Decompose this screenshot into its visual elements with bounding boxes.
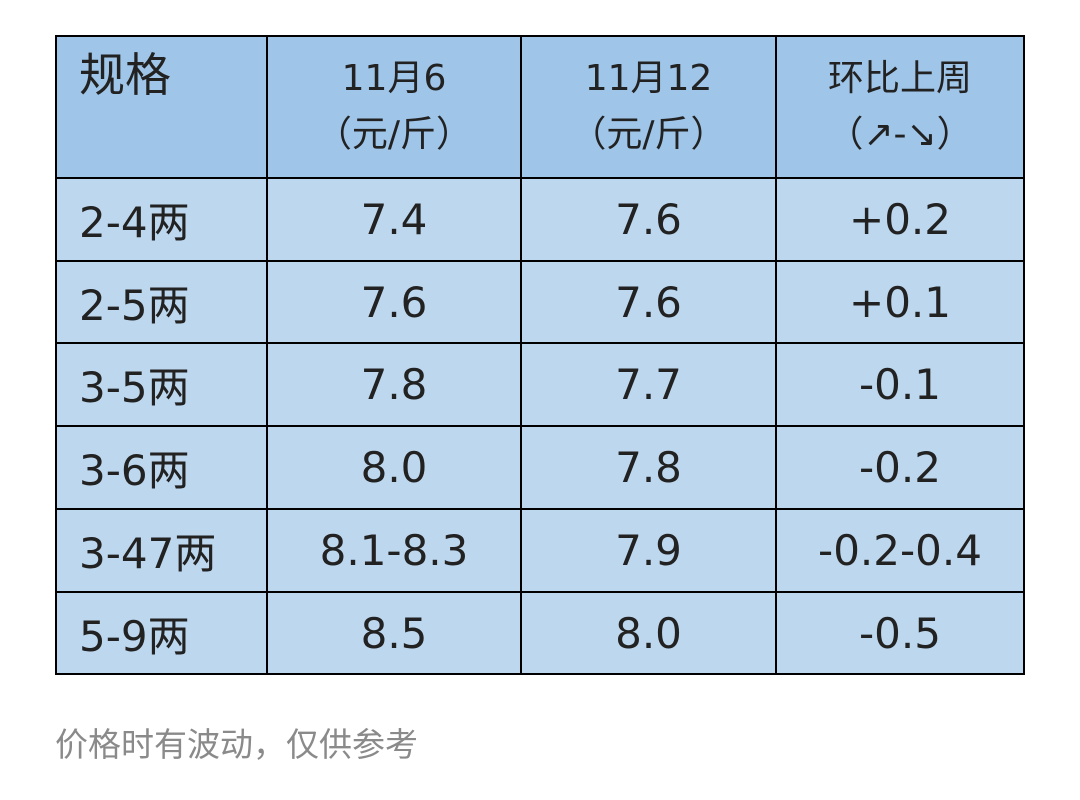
- cell-text: 8.0: [615, 608, 682, 658]
- table-cell: -0.2: [777, 427, 1023, 510]
- cell-text: -0.5: [859, 608, 941, 658]
- cell-text: 2-5两: [79, 280, 190, 330]
- header-text: 规格: [79, 48, 171, 102]
- cell-text: +0.1: [849, 277, 951, 327]
- cell-text: 3-47两: [79, 529, 217, 578]
- header-text: 11月6: [341, 58, 447, 99]
- table-cell: +0.1: [777, 262, 1023, 344]
- cell-text: 8.1-8.3: [319, 526, 469, 575]
- table-cell: 3-5两: [57, 344, 268, 427]
- cell-text: 3-6两: [79, 446, 190, 495]
- header-cell: 规格: [57, 37, 268, 179]
- table-cell: 7.7: [522, 344, 777, 427]
- cell-text: 7.7: [615, 360, 682, 409]
- cell-text: 7.6: [615, 277, 682, 327]
- footer-note: 价格时有波动，仅供参考: [55, 725, 418, 764]
- cell-text: 7.6: [360, 277, 428, 327]
- cell-text: 5-9两: [79, 611, 190, 661]
- table-cell: 8.0: [268, 427, 522, 510]
- header-cell: 11月12 （元/斤）: [522, 37, 777, 179]
- cell-text: -0.2: [859, 443, 941, 492]
- table-cell: 3-6两: [57, 427, 268, 510]
- header-text: （元/斤）: [570, 114, 727, 155]
- cell-text: 3-5两: [79, 363, 190, 412]
- table-cell: -0.5: [777, 593, 1023, 673]
- table-cell: 8.5: [268, 593, 522, 673]
- table-cell: 7.6: [268, 262, 522, 344]
- header-cell: 11月6 （元/斤）: [268, 37, 522, 179]
- cell-text: 7.4: [360, 195, 428, 244]
- header-text: （元/斤）: [315, 114, 473, 155]
- cell-text: 7.8: [615, 443, 682, 492]
- cell-text: -0.2-0.4: [818, 526, 982, 575]
- table-cell: +0.2: [777, 179, 1023, 262]
- table-cell: 7.6: [522, 179, 777, 262]
- cell-text: 7.6: [615, 195, 682, 244]
- price-table: 规格 11月6 （元/斤） 11月12 （元/斤） 环比上周 （↗-↘） 2-4两 7.4 7.6…: [55, 35, 1025, 675]
- cell-text: -0.1: [859, 360, 941, 409]
- table-cell: -0.2-0.4: [777, 510, 1023, 593]
- cell-text: 8.5: [360, 608, 428, 658]
- table-cell: 5-9两: [57, 593, 268, 673]
- table-cell: 2-4两: [57, 179, 268, 262]
- table-cell: 7.8: [522, 427, 777, 510]
- cell-text: +0.2: [849, 195, 951, 244]
- header-text: （↗-↘）: [827, 114, 973, 155]
- header-text: 环比上周: [827, 58, 972, 99]
- table-cell: 7.9: [522, 510, 777, 593]
- table-cell: 7.8: [268, 344, 522, 427]
- table-cell: 8.0: [522, 593, 777, 673]
- header-cell: 环比上周 （↗-↘）: [777, 37, 1023, 179]
- table-cell: -0.1: [777, 344, 1023, 427]
- table-cell: 8.1-8.3: [268, 510, 522, 593]
- header-text: 11月12: [584, 58, 713, 99]
- table-cell: 7.6: [522, 262, 777, 344]
- cell-text: 8.0: [360, 443, 428, 492]
- cell-text: 7.9: [615, 526, 682, 575]
- cell-text: 7.8: [360, 360, 428, 409]
- table-cell: 7.4: [268, 179, 522, 262]
- table-cell: 3-47两: [57, 510, 268, 593]
- cell-text: 2-4两: [79, 198, 190, 247]
- table-cell: 2-5两: [57, 262, 268, 344]
